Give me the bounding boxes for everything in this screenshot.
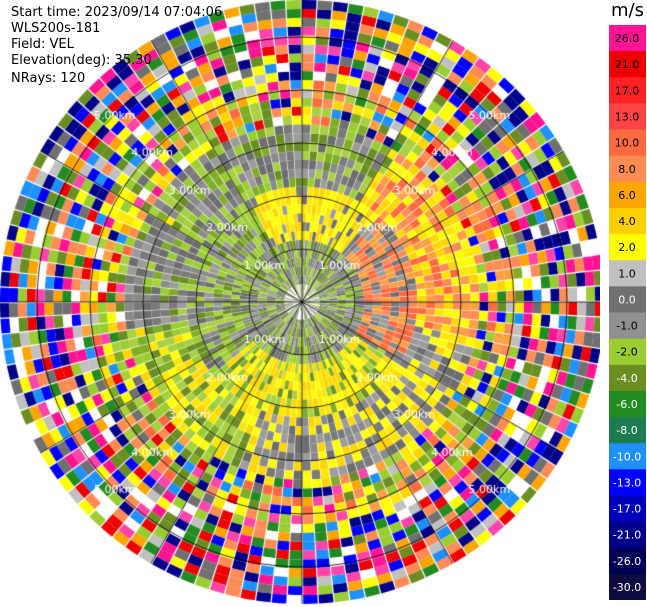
colorbar-tick-label: -17.0 xyxy=(613,503,641,516)
colorbar-tick-label: 0.0 xyxy=(618,293,636,306)
colorbar-swatch xyxy=(609,443,646,470)
elevation-label: Elevation(deg): 35.30 xyxy=(11,53,152,68)
colorbar: 26.0 21.0 17.0 13.0 10.0 8.0 6.0 4.0 2.0 1.0 0.0 -1… xyxy=(609,25,646,600)
colorbar-swatch xyxy=(609,364,646,392)
colorbar-tick-label: -26.0 xyxy=(613,555,641,568)
colorbar-swatch xyxy=(609,495,646,523)
colorbar-unit-label: m/s xyxy=(611,0,644,21)
colorbar-swatch xyxy=(609,286,646,313)
colorbar-tick-label: 13.0 xyxy=(615,110,640,123)
colorbar-tick-label: 1.0 xyxy=(618,267,636,280)
colorbar-swatch xyxy=(609,390,646,418)
colorbar-tick-label: 4.0 xyxy=(618,215,636,228)
colorbar-swatch xyxy=(609,25,646,52)
colorbar-swatch xyxy=(609,77,646,104)
colorbar-swatch xyxy=(609,260,646,287)
colorbar-tick-label: -4.0 xyxy=(616,372,637,385)
colorbar-swatch xyxy=(609,181,646,209)
colorbar-tick-label: -8.0 xyxy=(616,424,637,437)
colorbar-swatch xyxy=(609,547,646,575)
colorbar-tick-label: -6.0 xyxy=(616,398,637,411)
colorbar-swatch xyxy=(609,51,646,78)
colorbar-tick-label: 21.0 xyxy=(615,58,640,71)
ppi-radar-plot xyxy=(0,0,600,607)
colorbar-swatch xyxy=(609,417,646,444)
colorbar-tick-label: 8.0 xyxy=(618,163,636,176)
colorbar-tick-label: -30.0 xyxy=(613,581,641,594)
colorbar-tick-label: -10.0 xyxy=(613,450,641,463)
colorbar-swatch xyxy=(609,469,646,496)
nrays-label: NRays: 120 xyxy=(11,71,86,86)
colorbar-tick-label: -1.0 xyxy=(616,320,637,333)
colorbar-swatch xyxy=(609,207,646,235)
field-label: Field: VEL xyxy=(11,37,74,52)
colorbar-tick-label: -2.0 xyxy=(616,346,637,359)
colorbar-tick-label: 17.0 xyxy=(615,84,640,97)
start-time-label: Start time: 2023/09/14 07:04:06 xyxy=(11,5,223,20)
colorbar-swatch xyxy=(609,338,646,366)
colorbar-swatch xyxy=(609,234,646,261)
colorbar-tick-label: 10.0 xyxy=(615,137,640,150)
colorbar-swatch xyxy=(609,103,646,131)
colorbar-tick-label: 26.0 xyxy=(615,32,640,45)
colorbar-swatch xyxy=(609,312,646,340)
colorbar-swatch xyxy=(609,521,646,549)
colorbar-tick-label: 6.0 xyxy=(618,189,636,202)
colorbar-tick-label: -13.0 xyxy=(613,476,641,489)
colorbar-tick-label: -21.0 xyxy=(613,529,641,542)
colorbar-swatch xyxy=(609,129,646,157)
colorbar-swatch xyxy=(609,155,646,183)
colorbar-tick-label: 2.0 xyxy=(618,241,636,254)
instrument-label: WLS200s-181 xyxy=(11,21,101,36)
colorbar-swatch xyxy=(609,573,646,600)
